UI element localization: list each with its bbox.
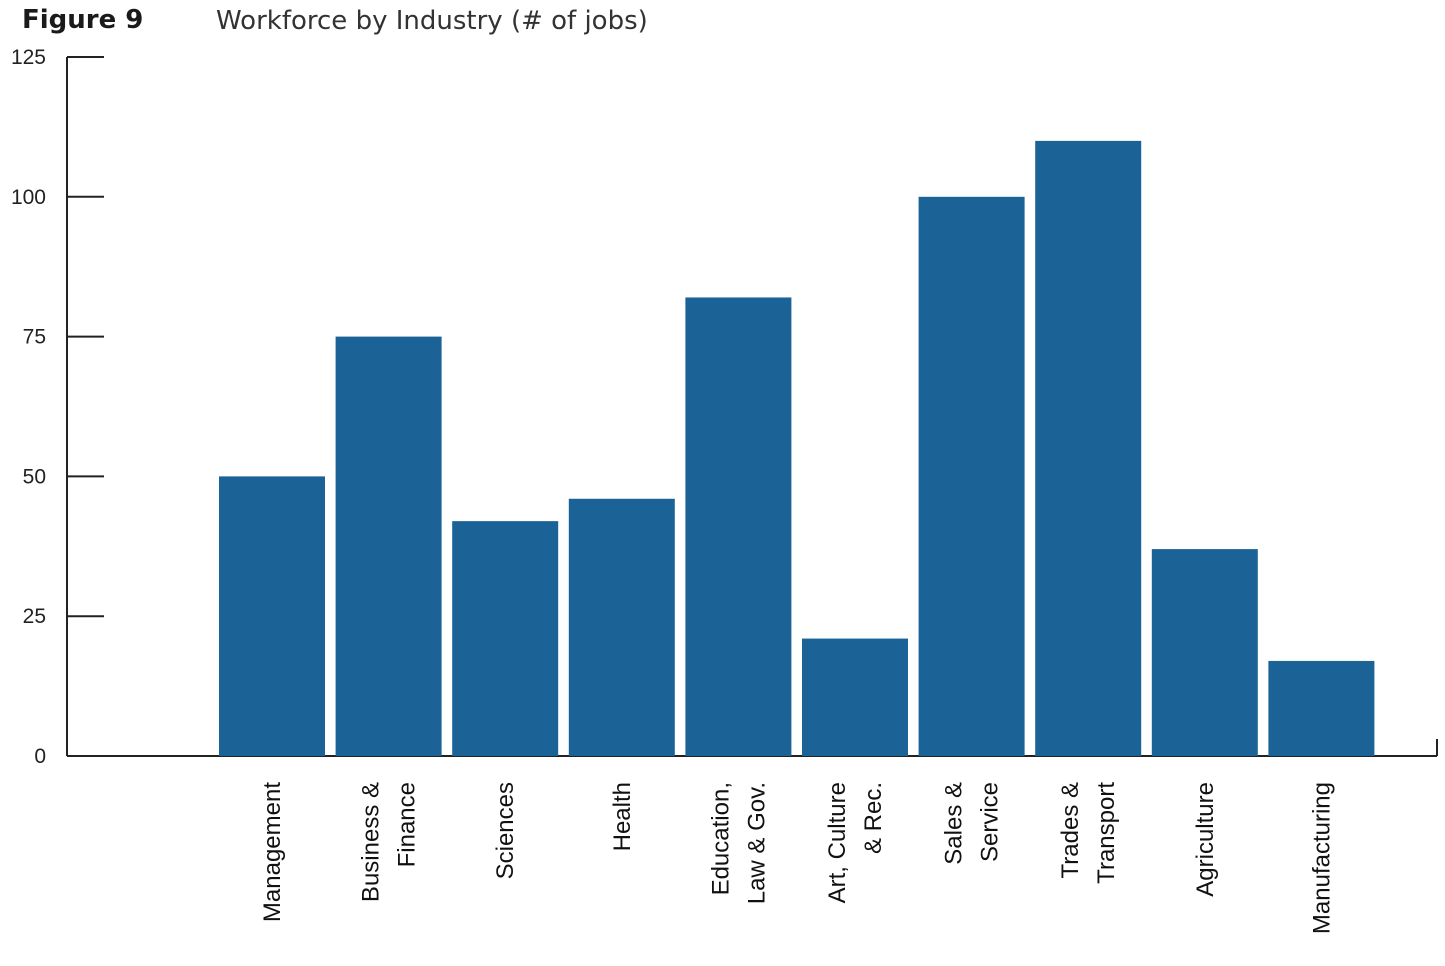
bar [219,476,325,756]
x-category-label-line: Management [259,782,286,922]
x-category-label-line: Sciences [492,782,519,879]
x-category-label: Art, Culture & Rec. [824,782,887,903]
x-category-label: Management [259,782,286,922]
x-category-labels: Management Business & Finance Sciences Healt… [259,782,1335,934]
x-category-label: Sales & Service [941,782,1004,865]
x-category-label-line: Agriculture [1192,782,1219,897]
x-category-label: Manufacturing [1308,782,1335,934]
y-tick-label: 125 [11,46,46,69]
x-category-label-line: Sales & [941,782,968,865]
x-category-label: Trades & Transport [1057,782,1120,884]
bar [685,297,792,756]
y-tick-label: 0 [34,745,46,768]
x-category-label-line: Education, [707,782,734,895]
x-category-label-line: & Rec. [860,782,887,854]
bar [335,336,442,756]
x-category-label-line: Business & [358,782,385,902]
x-category-label-line: Health [609,782,636,851]
x-category-label: Agriculture [1192,782,1219,897]
y-tick-label: 100 [11,186,46,209]
x-category-label-line: Art, Culture [824,782,851,903]
x-category-label: Sciences [492,782,519,879]
bar [918,196,1025,757]
bar [452,521,559,756]
x-category-label: Education, Law & Gov. [707,782,770,904]
chart-bars [219,140,1375,757]
x-category-label-line: Finance [394,782,421,867]
bar [802,638,908,756]
x-category-label-line: Service [977,782,1004,862]
bar [1151,549,1258,756]
x-category-label: Business & Finance [358,782,421,902]
chart-title: Workforce by Industry (# of jobs) [216,6,648,36]
x-category-label-line: Trades & [1057,782,1084,878]
x-category-label: Health [609,782,636,851]
x-category-label-line: Manufacturing [1308,782,1335,934]
x-category-label-line: Law & Gov. [743,782,770,904]
bar [1035,140,1142,756]
y-tick-labels: 0 25 50 75 100 125 [11,46,46,768]
x-category-label-line: Transport [1093,782,1120,884]
y-tick-label: 50 [23,465,46,488]
y-tick-label: 25 [23,605,46,628]
bar [1268,660,1375,756]
y-tick-label: 75 [23,326,46,349]
bar [568,498,675,756]
figure-label: Figure 9 [22,5,144,35]
